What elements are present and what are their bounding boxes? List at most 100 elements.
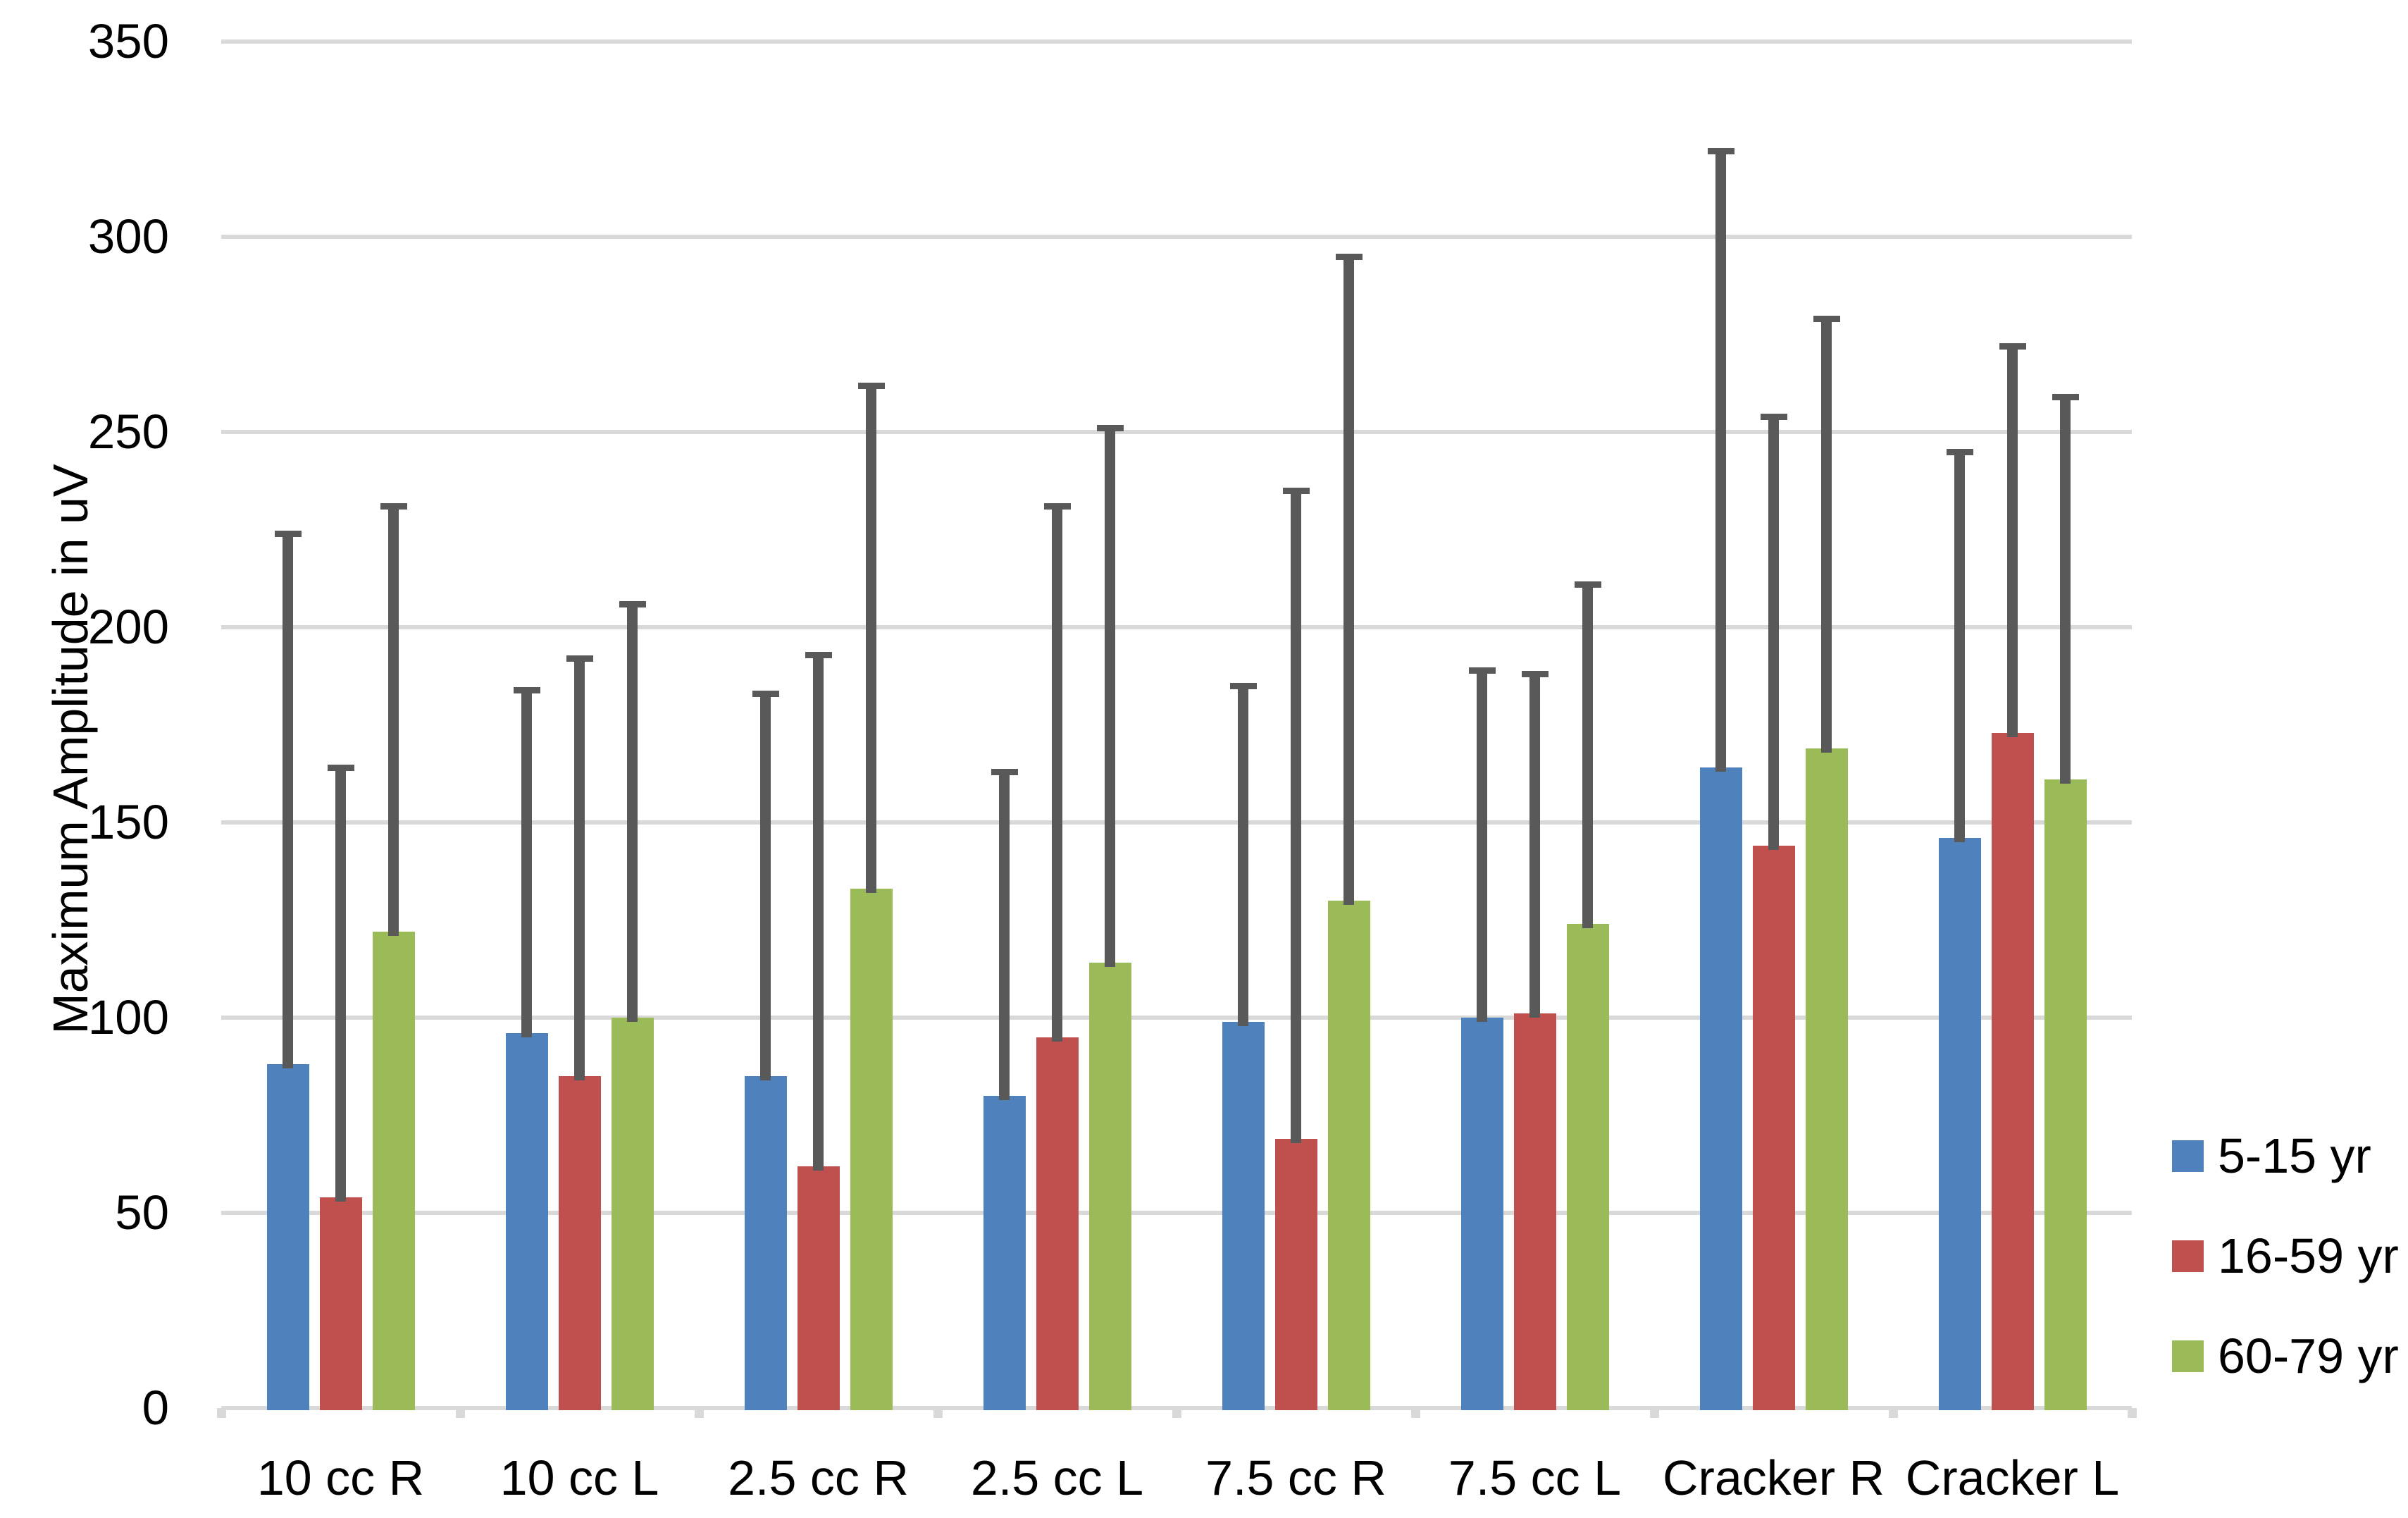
error-bar-cap bbox=[1043, 503, 1071, 510]
y-axis-title: Maximum Amplitude in uV bbox=[43, 464, 98, 1035]
error-bar-stem bbox=[999, 771, 1010, 1100]
error-bar-stem bbox=[1105, 428, 1115, 968]
bar-60-79-yr-2.5-cc-L bbox=[1088, 963, 1131, 1410]
bar-60-79-yr-Cracker-L bbox=[2044, 779, 2087, 1410]
error-bar-stem bbox=[2060, 397, 2071, 784]
bar-16-59-yr-10-cc-R bbox=[319, 1197, 362, 1410]
error-bar-cap bbox=[1521, 671, 1549, 678]
error-bar-stem bbox=[1954, 451, 1965, 843]
legend-item: 5-15 yr bbox=[2172, 1124, 2371, 1187]
error-bar-stem bbox=[335, 767, 346, 1202]
x-axis-tick bbox=[217, 1408, 226, 1418]
error-bar-stem bbox=[2007, 346, 2018, 737]
bar-16-59-yr-Cracker-R bbox=[1752, 846, 1795, 1410]
y-tick-label: 250 bbox=[87, 405, 169, 459]
error-bar-cap bbox=[1468, 667, 1496, 674]
bar-60-79-yr-2.5-cc-R bbox=[850, 889, 893, 1410]
gridline bbox=[221, 1016, 2132, 1020]
x-axis-tick bbox=[695, 1408, 704, 1418]
x-axis-label: 10 cc L bbox=[499, 1450, 659, 1505]
error-bar-stem bbox=[1768, 416, 1779, 851]
error-bar-cap bbox=[619, 600, 646, 607]
error-bar-stem bbox=[1343, 256, 1354, 905]
error-bar-stem bbox=[1052, 506, 1062, 1042]
gridline bbox=[221, 625, 2132, 629]
legend-item: 60-79 yr bbox=[2172, 1324, 2399, 1388]
bar-16-59-yr-Cracker-L bbox=[1991, 732, 2034, 1410]
legend-label: 5-15 yr bbox=[2218, 1128, 2371, 1183]
x-axis-label: 2.5 cc R bbox=[728, 1450, 909, 1505]
x-axis-tick bbox=[1172, 1408, 1181, 1418]
y-tick-label: 300 bbox=[87, 209, 169, 264]
gridline bbox=[221, 1211, 2132, 1215]
error-bar-cap bbox=[1760, 413, 1787, 420]
error-bar-cap bbox=[1999, 343, 2026, 350]
error-bar-stem bbox=[760, 693, 771, 1081]
legend-item: 16-59 yr bbox=[2172, 1224, 2399, 1288]
error-bar-cap bbox=[1574, 581, 1601, 588]
error-bar-stem bbox=[1291, 490, 1301, 1143]
legend-swatch bbox=[2172, 1140, 2204, 1172]
x-axis-tick bbox=[2128, 1408, 2137, 1418]
bar-16-59-yr-7.5-cc-L bbox=[1513, 1013, 1556, 1410]
error-bar-stem bbox=[521, 689, 532, 1038]
error-bar-cap bbox=[1335, 253, 1363, 260]
bar-5-15-yr-7.5-cc-L bbox=[1460, 1018, 1503, 1410]
x-axis-label: 10 cc R bbox=[256, 1450, 425, 1505]
x-axis-tick bbox=[1411, 1408, 1420, 1418]
y-tick-label: 200 bbox=[87, 600, 169, 654]
y-tick-label: 100 bbox=[87, 990, 169, 1044]
bar-60-79-yr-7.5-cc-R bbox=[1327, 900, 1370, 1410]
x-axis-label: 2.5 cc L bbox=[970, 1450, 1144, 1505]
bar-5-15-yr-2.5-cc-L bbox=[983, 1095, 1026, 1410]
bar-60-79-yr-10-cc-L bbox=[611, 1018, 654, 1410]
error-bar-stem bbox=[1821, 319, 1832, 753]
bar-5-15-yr-7.5-cc-R bbox=[1222, 1021, 1265, 1410]
y-tick-label: 0 bbox=[142, 1381, 169, 1435]
error-bar-cap bbox=[752, 691, 779, 698]
error-bar-stem bbox=[1715, 151, 1726, 772]
error-bar-cap bbox=[1096, 425, 1124, 432]
legend-label: 16-59 yr bbox=[2218, 1228, 2399, 1283]
bar-16-59-yr-2.5-cc-L bbox=[1036, 1037, 1079, 1410]
error-bar-stem bbox=[574, 658, 585, 1081]
error-bar-stem bbox=[388, 506, 399, 937]
error-bar-cap bbox=[274, 531, 302, 538]
y-tick-label: 50 bbox=[115, 1185, 169, 1240]
y-tick-label: 150 bbox=[87, 795, 169, 849]
bar-5-15-yr-10-cc-L bbox=[505, 1033, 548, 1410]
bar-16-59-yr-2.5-cc-R bbox=[797, 1166, 840, 1410]
error-bar-cap bbox=[1229, 683, 1257, 690]
error-bar-cap bbox=[805, 651, 832, 658]
error-bar-cap bbox=[566, 655, 593, 662]
error-bar-stem bbox=[1582, 584, 1593, 929]
x-axis-label: Cracker L bbox=[1905, 1450, 2120, 1505]
error-bar-stem bbox=[1238, 686, 1248, 1026]
bar-5-15-yr-Cracker-L bbox=[1938, 838, 1981, 1410]
error-bar-cap bbox=[1813, 316, 1840, 323]
gridline bbox=[221, 820, 2132, 825]
gridline bbox=[221, 235, 2132, 239]
x-axis-tick bbox=[1650, 1408, 1659, 1418]
error-bar-cap bbox=[857, 382, 885, 389]
x-axis-label: 7.5 cc R bbox=[1205, 1450, 1386, 1505]
error-bar-cap bbox=[1707, 148, 1734, 155]
bar-60-79-yr-10-cc-R bbox=[372, 932, 415, 1410]
error-bar-cap bbox=[2052, 394, 2079, 401]
bar-5-15-yr-2.5-cc-R bbox=[744, 1076, 787, 1410]
error-bar-stem bbox=[1477, 669, 1487, 1022]
error-bar-cap bbox=[327, 765, 354, 772]
error-bar-stem bbox=[627, 603, 638, 1022]
bar-16-59-yr-7.5-cc-R bbox=[1274, 1138, 1317, 1410]
gridline bbox=[221, 39, 2132, 44]
y-tick-label: 350 bbox=[87, 14, 169, 68]
error-bar-stem bbox=[1529, 674, 1540, 1018]
error-bar-stem bbox=[283, 533, 293, 1069]
error-bar-cap bbox=[1282, 488, 1310, 495]
x-axis-tick bbox=[1889, 1408, 1898, 1418]
bar-60-79-yr-7.5-cc-L bbox=[1566, 924, 1609, 1410]
x-axis-label: 7.5 cc L bbox=[1448, 1450, 1622, 1505]
error-bar-cap bbox=[513, 686, 540, 693]
error-bar-cap bbox=[380, 503, 407, 510]
x-axis-label: Cracker R bbox=[1662, 1450, 1885, 1505]
